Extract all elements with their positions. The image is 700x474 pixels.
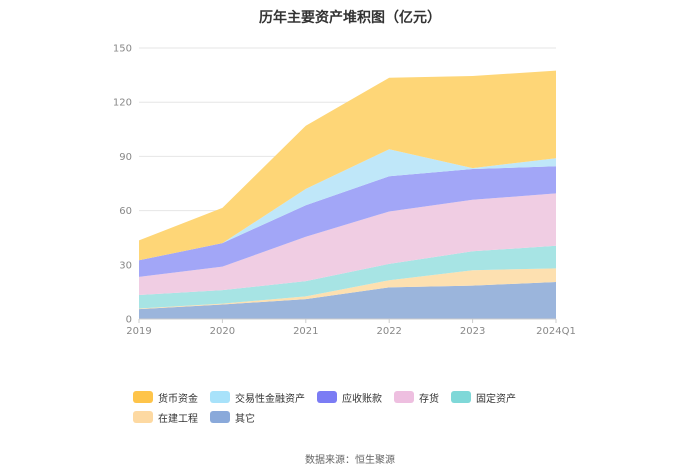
y-tick-label: 120 — [113, 98, 132, 109]
area-series-6[interactable] — [139, 70, 556, 261]
legend-item-currency-funds[interactable]: 货币资金 — [133, 390, 198, 405]
stacked-area-chart: 0 30 60 90 120 150 2019 2020 2021 2022 2023 2024Q1 — [113, 44, 576, 338]
legend-item-inventory[interactable]: 存货 — [394, 390, 439, 405]
legend-item-fixed-assets[interactable]: 固定资产 — [451, 390, 516, 405]
legend-label: 固定资产 — [476, 393, 516, 405]
y-tick-label: 150 — [113, 44, 132, 55]
y-tick-label: 0 — [126, 315, 132, 326]
y-tick-label: 90 — [119, 152, 132, 163]
legend-swatch — [133, 411, 153, 423]
x-tick-label: 2021 — [293, 326, 318, 337]
legend-label: 货币资金 — [158, 393, 198, 405]
legend-label: 存货 — [419, 393, 439, 405]
legend-swatch — [210, 391, 230, 403]
area-series-3[interactable] — [139, 193, 556, 295]
legend-swatch — [317, 391, 337, 403]
x-tick-label: 2022 — [376, 326, 401, 337]
legend-item-accounts-receivable[interactable]: 应收账款 — [317, 390, 382, 405]
axis-layer: 0 30 60 90 120 150 2019 2020 2021 2022 2023 2024Q1 — [113, 44, 576, 338]
legend-item-other[interactable]: 其它 — [210, 410, 255, 425]
legend-item-trading-financial-assets[interactable]: 交易性金融资产 — [210, 390, 305, 405]
chart-title: 历年主要资产堆积图（亿元） — [259, 10, 441, 26]
legend-label: 其它 — [235, 413, 255, 425]
legend-label: 应收账款 — [342, 393, 382, 405]
area-series-5[interactable] — [139, 149, 556, 261]
chart-legend: 货币资金 交易性金融资产 应收账款 存货 固定资产 在建工程 其它 — [133, 390, 603, 425]
area-series-1[interactable] — [139, 268, 556, 310]
legend-swatch — [451, 391, 471, 403]
y-tick-label: 30 — [119, 260, 132, 271]
area-series-0[interactable] — [139, 282, 556, 319]
legend-swatch — [133, 391, 153, 403]
area-series-4[interactable] — [139, 166, 556, 277]
y-tick-label: 60 — [119, 206, 132, 217]
area-layer — [139, 70, 556, 319]
x-tick-label: 2023 — [460, 326, 485, 337]
legend-swatch — [210, 411, 230, 423]
x-tick-label: 2019 — [126, 326, 151, 337]
area-series-2[interactable] — [139, 245, 556, 309]
x-tick-label: 2024Q1 — [536, 326, 576, 337]
legend-label: 在建工程 — [158, 413, 198, 425]
legend-swatch — [394, 391, 414, 403]
legend-label: 交易性金融资产 — [235, 393, 305, 405]
data-source-note: 数据来源：恒生聚源 — [305, 455, 395, 466]
legend-item-construction-in-progress[interactable]: 在建工程 — [133, 410, 198, 425]
x-tick-label: 2020 — [210, 326, 235, 337]
